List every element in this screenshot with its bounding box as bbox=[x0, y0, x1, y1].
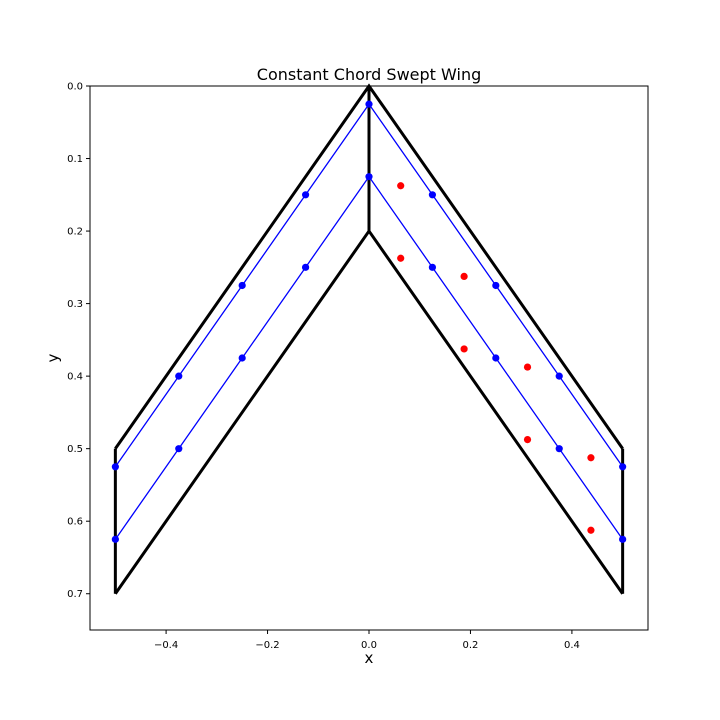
blue-point-0-1 bbox=[175, 372, 183, 380]
red-point-3 bbox=[460, 345, 468, 353]
blue-point-1-0 bbox=[111, 535, 119, 543]
y-tick-label-6: 0.6 bbox=[67, 517, 83, 528]
x-axis-label: x bbox=[365, 649, 374, 667]
plot-area bbox=[111, 83, 627, 595]
blue-point-0-7 bbox=[555, 372, 563, 380]
blue-point-0-6 bbox=[492, 281, 500, 290]
red-point-4 bbox=[523, 363, 532, 371]
blue-point-1-1 bbox=[175, 445, 183, 453]
blue-point-0-0 bbox=[111, 463, 119, 471]
blue-point-0-3 bbox=[301, 191, 310, 199]
y-tick-label-4: 0.4 bbox=[67, 372, 83, 383]
blue-point-1-3 bbox=[301, 263, 310, 271]
y-axis-label: y bbox=[44, 353, 62, 362]
blue-point-0-2 bbox=[238, 281, 246, 290]
red-point-7 bbox=[587, 526, 595, 534]
red-point-6 bbox=[587, 454, 595, 462]
y-tick-label-1: 0.1 bbox=[67, 154, 83, 165]
y-axis: 0.0 0.1 0.2 0.3 0.4 0.5 0.6 0.7 bbox=[67, 82, 90, 600]
blue-point-0-4 bbox=[365, 100, 373, 108]
red-point-0 bbox=[397, 182, 405, 190]
x-tick-label-2: 0.0 bbox=[361, 640, 377, 651]
red-point-1 bbox=[397, 254, 405, 262]
y-tick-label-3: 0.3 bbox=[67, 299, 83, 310]
x-axis: −0.4 −0.2 0.0 0.2 0.4 bbox=[154, 630, 580, 651]
x-tick-label-0: −0.4 bbox=[154, 640, 178, 651]
y-tick-label-5: 0.5 bbox=[67, 444, 83, 455]
red-point-5 bbox=[523, 436, 532, 444]
x-tick-label-3: 0.2 bbox=[463, 640, 479, 651]
y-tick-label-7: 0.7 bbox=[67, 589, 83, 600]
blue-point-1-6 bbox=[492, 354, 500, 362]
red-point-2 bbox=[460, 272, 468, 280]
blue-point-0-8 bbox=[619, 463, 627, 471]
blue-point-1-7 bbox=[555, 445, 563, 453]
blue-point-1-2 bbox=[238, 354, 246, 362]
x-tick-label-1: −0.2 bbox=[255, 640, 279, 651]
x-tick-label-4: 0.4 bbox=[564, 640, 580, 651]
chart-title: Constant Chord Swept Wing bbox=[257, 65, 481, 84]
y-tick-label-2: 0.2 bbox=[67, 227, 83, 238]
blue-point-1-8 bbox=[619, 535, 627, 543]
blue-point-0-5 bbox=[428, 191, 437, 199]
blue-point-1-4 bbox=[365, 173, 373, 181]
blue-point-1-5 bbox=[428, 263, 437, 271]
y-tick-label-0: 0.0 bbox=[67, 82, 83, 93]
